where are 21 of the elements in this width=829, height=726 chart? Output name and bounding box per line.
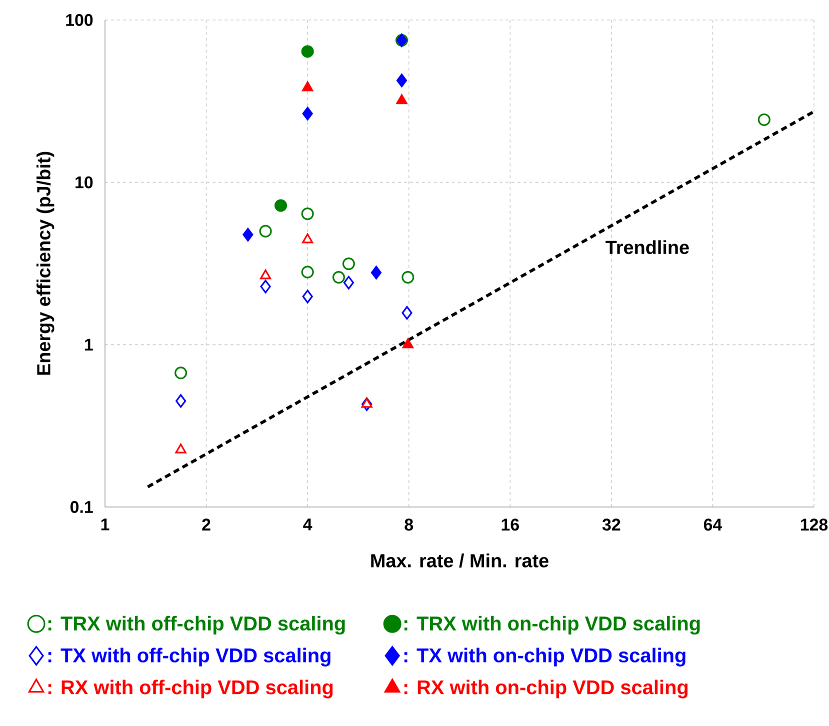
x-tick-label: 1	[101, 518, 110, 530]
legend-label: : TX with off-chip VDD scaling	[48, 648, 330, 666]
x-tick-label: 8	[404, 518, 414, 531]
x-tick-label: 2	[202, 518, 210, 530]
legend-label: : RX with on-chip VDD scaling	[404, 680, 688, 698]
x-tick-label: 64	[704, 518, 722, 531]
legend-label: : TRX with on-chip VDD scaling	[404, 616, 700, 635]
y-axis-title: Energy efficiency (pJ/bit)	[36, 152, 54, 375]
legend-label: : TX with on-chip VDD scaling	[404, 648, 686, 666]
legend-label: : RX with off-chip VDD scaling	[48, 680, 333, 698]
x-tick-label: 4	[303, 518, 312, 530]
y-tick-label: 0.1	[70, 501, 93, 514]
legend-label: : TRX with off-chip VDD scaling	[48, 616, 345, 635]
x-axis-title: Max. rate / Min. rate	[371, 554, 548, 568]
x-tick-label: 128	[800, 518, 828, 531]
y-tick-label: 100	[66, 14, 93, 26]
x-tick-label: 32	[602, 518, 620, 531]
y-tick-label: 1	[85, 338, 93, 350]
x-tick-label: 16	[502, 518, 519, 531]
series-label: Trendline	[606, 240, 689, 254]
y-tick-label: 10	[76, 176, 93, 188]
